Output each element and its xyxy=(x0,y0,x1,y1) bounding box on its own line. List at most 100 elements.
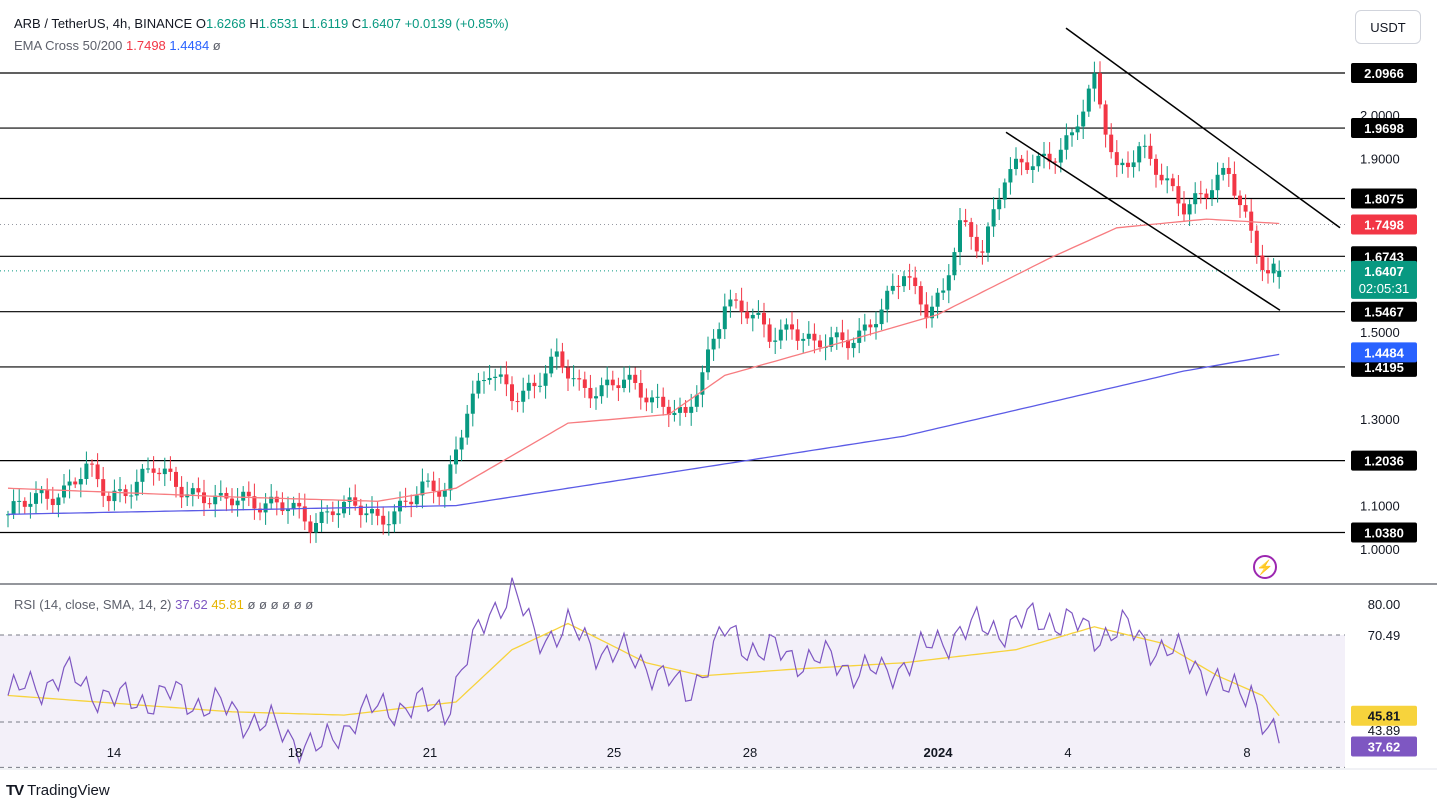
ema200-value: 1.4484 xyxy=(169,38,210,53)
level-label-text: 1.4195 xyxy=(1364,360,1404,375)
candle-body xyxy=(560,351,565,368)
last-price-text: 1.6407 xyxy=(1364,264,1404,279)
open-value: 1.6268 xyxy=(205,16,246,31)
candle-body xyxy=(778,329,783,341)
candle-body xyxy=(1193,193,1198,205)
ema200-line xyxy=(7,353,1280,515)
candle-body xyxy=(319,511,324,524)
candle-body xyxy=(370,508,374,514)
candle-body xyxy=(941,290,946,293)
candle-body xyxy=(325,511,330,513)
candle-body xyxy=(1086,88,1091,112)
candle-body xyxy=(694,394,699,407)
candle-body xyxy=(745,311,750,319)
rsi-legend[interactable]: RSI (14, close, SMA, 14, 2) 37.62 45.81 … xyxy=(14,597,313,612)
candle-body xyxy=(246,491,251,497)
level-label-text: 2.0966 xyxy=(1364,66,1404,81)
candle-body xyxy=(1182,203,1186,215)
candle-body xyxy=(1064,135,1069,150)
candle-body xyxy=(269,496,274,504)
candle-body xyxy=(756,312,761,315)
level-label-text: 1.0380 xyxy=(1364,526,1404,541)
candle-body xyxy=(291,502,296,510)
currency-unit-button[interactable]: USDT xyxy=(1355,10,1421,44)
candle-body xyxy=(885,290,890,310)
candle-body xyxy=(375,508,380,516)
candle-body xyxy=(734,299,738,301)
candle-body xyxy=(1109,134,1114,153)
candle-body xyxy=(252,496,257,509)
candle-body xyxy=(207,503,212,505)
candle-body xyxy=(851,342,856,349)
rsi-label: RSI (14, close, SMA, 14, 2) xyxy=(14,597,172,612)
rsi-sma-value: 45.81 xyxy=(211,597,244,612)
candle-body xyxy=(202,492,206,504)
time-tick-label: 18 xyxy=(288,745,302,760)
candle-body xyxy=(235,500,240,506)
channel-lower-line xyxy=(1005,131,1281,311)
candle-body xyxy=(286,509,290,512)
candle-body xyxy=(106,495,111,502)
ema-legend[interactable]: EMA Cross 50/200 1.7498 1.4484 ø xyxy=(14,38,221,53)
candle-body xyxy=(1221,167,1226,175)
candle-body xyxy=(129,495,134,497)
rsi-axis-label: 80.00 xyxy=(1368,597,1401,612)
candle-body xyxy=(711,338,716,350)
rsi-sma-tag xyxy=(1351,705,1417,726)
candle-body xyxy=(1126,162,1130,168)
candle-body xyxy=(196,488,201,493)
candle-body xyxy=(1215,174,1220,191)
candle-body xyxy=(168,468,173,472)
candle-body xyxy=(874,324,878,328)
candle-body xyxy=(280,502,285,512)
time-tick-label: 14 xyxy=(107,745,121,760)
candle-body xyxy=(812,333,817,341)
candle-body xyxy=(1137,146,1142,163)
candle-body xyxy=(633,374,638,383)
candle-body xyxy=(437,491,442,497)
level-label-box xyxy=(1351,301,1417,322)
candle-body xyxy=(426,480,430,482)
tradingview-brand[interactable]: TV TradingView xyxy=(6,782,110,799)
ema50-label: 1.7498 xyxy=(1351,214,1417,235)
candle-body xyxy=(1019,158,1024,163)
tradingview-logo-icon: TV xyxy=(6,782,24,799)
time-tick-label: 8 xyxy=(1243,745,1250,760)
lightning-icon[interactable]: ⚡ xyxy=(1253,555,1277,579)
candle-body xyxy=(638,382,643,398)
candle-body xyxy=(952,252,957,276)
candle-body xyxy=(62,485,66,498)
candle-body xyxy=(902,276,906,287)
time-tick-label: 4 xyxy=(1064,745,1071,760)
candle-body xyxy=(6,514,10,516)
candle-body xyxy=(566,367,570,379)
time-tick-label: 21 xyxy=(423,745,437,760)
candle-body xyxy=(588,387,593,399)
candle-body xyxy=(454,449,458,465)
candle-body xyxy=(381,515,386,525)
candle-body xyxy=(112,490,117,502)
candle-body xyxy=(801,338,806,341)
candle-body xyxy=(958,220,962,253)
candle-body xyxy=(672,412,677,416)
candle-body xyxy=(358,505,363,516)
low-value: 1.6119 xyxy=(309,16,349,31)
candle-body xyxy=(45,489,50,499)
candle-body xyxy=(465,413,470,438)
candle-body xyxy=(470,393,475,414)
candle-body xyxy=(644,397,649,403)
candle-body xyxy=(308,521,313,533)
ema-extra: ø xyxy=(212,38,221,53)
candle-body xyxy=(213,495,218,505)
candle-body xyxy=(1198,193,1203,195)
candle-body xyxy=(610,379,615,386)
candle-body xyxy=(935,292,940,307)
ema200-label: 1.4484 xyxy=(1351,342,1417,363)
last-price-tag: 1.6407 02:05:31 xyxy=(1351,260,1417,299)
candle-body xyxy=(1120,162,1125,166)
candle-body xyxy=(157,472,162,475)
price-tick-label: 1.1000 xyxy=(1360,499,1400,514)
candle-body xyxy=(1243,205,1248,212)
